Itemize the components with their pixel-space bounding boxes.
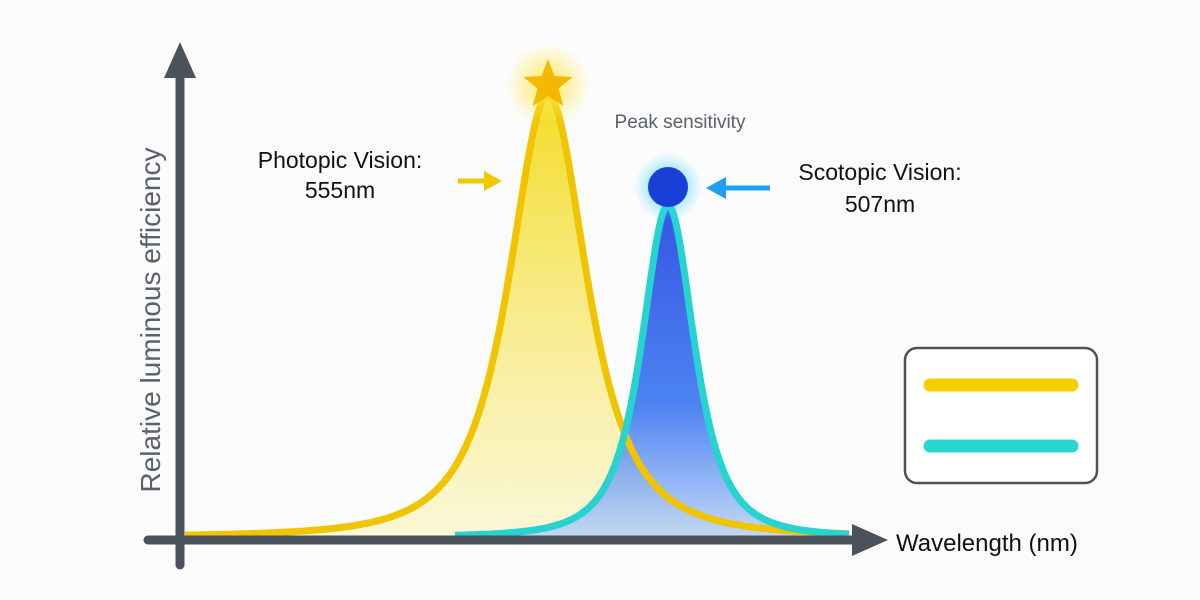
curves <box>183 91 851 539</box>
scotopic-arrowhead <box>706 177 726 199</box>
photopic-arrowhead <box>484 171 502 191</box>
y-axis-arrow <box>164 42 196 78</box>
photopic-title: Photopic Vision: <box>258 147 423 173</box>
x-axis-arrow <box>852 524 888 556</box>
x-axis-label: Wavelength (nm) <box>896 530 1078 557</box>
scotopic-curve <box>453 201 851 539</box>
photopic-curve <box>183 91 851 539</box>
scotopic-fill <box>455 205 850 538</box>
y-axis-label: Relative luminous efficiency <box>135 148 166 493</box>
photopic-fill <box>185 95 850 537</box>
photopic-value: 555nm <box>305 177 375 203</box>
peak-circle <box>648 167 688 207</box>
scotopic-title: Scotopic Vision: <box>798 159 961 185</box>
scotopic-value: 507nm <box>845 191 915 217</box>
legend-box <box>903 346 1099 485</box>
peak-star <box>523 59 573 106</box>
peak-label: Peak sensitivity <box>615 112 746 133</box>
